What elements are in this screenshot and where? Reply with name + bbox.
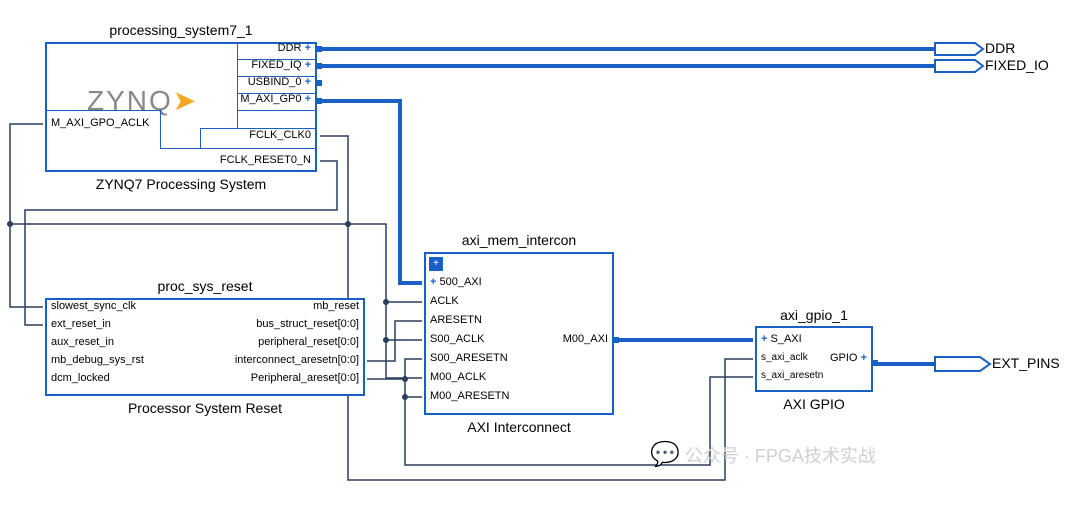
ps7-divider <box>160 110 161 148</box>
gpio-port-s-axi-aresetn: s_axi_aresetn <box>761 370 823 381</box>
zynq-logo: ZYNQ➤ <box>87 84 198 117</box>
ps7-port-usbind0: USBIND_0 + <box>248 76 311 88</box>
gpio-subtitle: AXI GPIO <box>755 396 873 412</box>
reset-port-interconnect-aresetn: interconnect_aresetn[0:0] <box>235 354 359 366</box>
ps7-port-fixed-iq: FIXED_IQ + <box>251 59 311 71</box>
ext-port-ddr: DDR <box>985 40 1015 56</box>
intercon-port-aresetn: ARESETN <box>430 314 482 326</box>
ps7-title: processing_system7_1 <box>45 22 317 38</box>
reset-port-slowest-sync-clk: slowest_sync_clk <box>51 300 136 312</box>
watermark: 💬 公众号 · FPGA技术实战 <box>650 440 876 469</box>
ps7-divider <box>237 76 317 77</box>
gpio-title: axi_gpio_1 <box>755 307 873 323</box>
ps7-port-fclk-reset0-n: FCLK_RESET0_N <box>220 154 311 166</box>
gpio-port-s-axi: + S_AXI <box>761 333 802 345</box>
ps7-divider <box>45 110 160 111</box>
reset-title: proc_sys_reset <box>45 278 365 294</box>
ps7-port-fclk-clk0: FCLK_CLK0 <box>249 129 311 141</box>
reset-subtitle: Processor System Reset <box>45 400 365 416</box>
ext-port-fixed-io: FIXED_IO <box>985 57 1049 73</box>
intercon-port-s00-aclk: S00_ACLK <box>430 333 484 345</box>
ext-port-ext-pins: EXT_PINS <box>992 355 1060 371</box>
intercon-port-s00-aresetn: S00_ARESETN <box>430 352 508 364</box>
reset-port-aux-reset-in: aux_reset_in <box>51 336 114 348</box>
gpio-port-gpio: GPIO + <box>830 352 867 364</box>
gpio-port-s-axi-aclk: s_axi_aclk <box>761 352 808 363</box>
ps7-divider <box>200 128 317 129</box>
ps7-port-m-axi-gp0: M_AXI_GP0 + <box>240 93 311 105</box>
ps7-port-m-axi-gpo-aclk: M_AXI_GPO_ACLK <box>51 117 149 129</box>
intercon-port-aclk: ACLK <box>430 295 459 307</box>
ps7-divider <box>200 128 201 148</box>
ps7-divider <box>237 42 238 128</box>
ps7-subtitle: ZYNQ7 Processing System <box>45 176 317 192</box>
ps7-divider <box>237 93 317 94</box>
intercon-subtitle: AXI Interconnect <box>424 419 614 435</box>
ps7-port-ddr: DDR + <box>278 42 311 54</box>
reset-port-peripheral-reset: peripheral_reset[0:0] <box>258 336 359 348</box>
reset-port-dcm-locked: dcm_locked <box>51 372 110 384</box>
wechat-icon: 💬 <box>650 441 680 468</box>
intercon-port-500-axi: + 500_AXI <box>430 276 482 288</box>
ps7-divider <box>237 110 317 111</box>
reset-port-mb-reset: mb_reset <box>313 300 359 312</box>
ps7-divider <box>160 148 317 149</box>
reset-port-peripheral-areset: Peripheral_areset[0:0] <box>251 372 359 384</box>
intercon-port-m00-aclk: M00_ACLK <box>430 371 486 383</box>
intercon-port-m00-aresetn: M00_ARESETN <box>430 390 509 402</box>
intercon-title: axi_mem_intercon <box>424 232 614 248</box>
intercon-expand-icon[interactable]: + <box>429 257 443 271</box>
reset-port-ext-reset-in: ext_reset_in <box>51 318 111 330</box>
reset-port-mb-debug-sys-rst: mb_debug_sys_rst <box>51 354 144 366</box>
intercon-port-m00-axi: M00_AXI <box>563 333 608 345</box>
ps7-divider <box>237 59 317 60</box>
reset-port-bus-struct-reset: bus_struct_reset[0:0] <box>256 318 359 330</box>
